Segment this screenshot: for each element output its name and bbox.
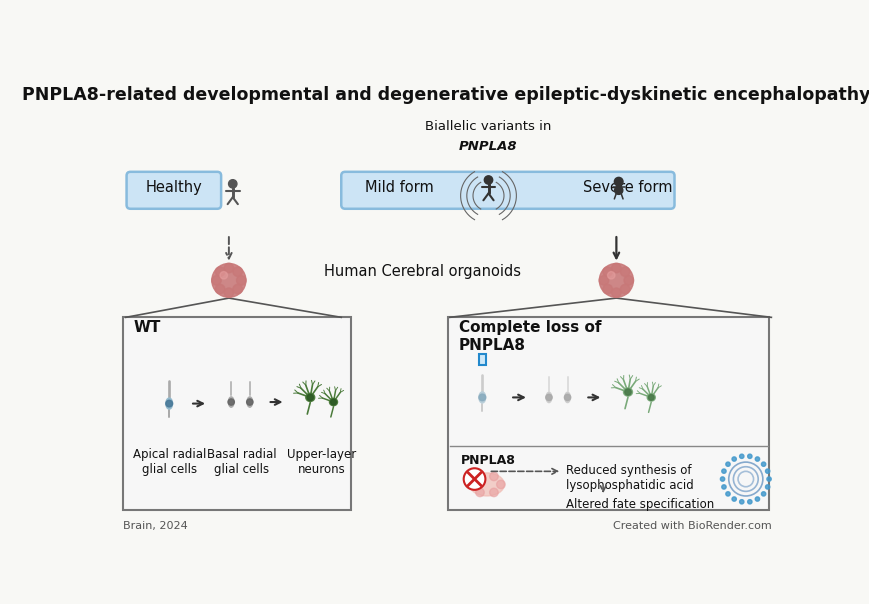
Circle shape: [479, 394, 485, 400]
Circle shape: [484, 176, 492, 184]
Text: Altered fate specification: Altered fate specification: [566, 498, 713, 510]
Ellipse shape: [469, 473, 504, 496]
Circle shape: [614, 178, 622, 186]
Ellipse shape: [623, 388, 632, 396]
Circle shape: [545, 394, 552, 400]
Circle shape: [211, 275, 221, 285]
Circle shape: [731, 497, 735, 501]
Ellipse shape: [305, 393, 315, 402]
Ellipse shape: [614, 186, 622, 194]
Circle shape: [607, 272, 614, 279]
Circle shape: [746, 454, 751, 458]
Circle shape: [564, 394, 570, 400]
Circle shape: [624, 389, 630, 395]
Circle shape: [754, 497, 759, 501]
FancyBboxPatch shape: [126, 172, 221, 209]
Text: Upper-layer
neurons: Upper-layer neurons: [287, 448, 356, 476]
Circle shape: [647, 394, 653, 400]
Circle shape: [475, 488, 484, 496]
Ellipse shape: [329, 399, 337, 406]
Text: Created with BioRender.com: Created with BioRender.com: [612, 521, 771, 532]
Circle shape: [720, 477, 724, 481]
Ellipse shape: [247, 397, 252, 407]
Circle shape: [620, 284, 629, 294]
Circle shape: [611, 288, 620, 297]
Circle shape: [220, 272, 228, 279]
Text: Basal radial
glial cells: Basal radial glial cells: [207, 448, 276, 476]
Text: Healthy: Healthy: [145, 181, 202, 196]
Circle shape: [731, 457, 735, 461]
Circle shape: [468, 480, 477, 489]
Text: PNPLA8: PNPLA8: [459, 140, 517, 153]
Circle shape: [739, 454, 743, 458]
FancyBboxPatch shape: [341, 172, 673, 209]
Circle shape: [754, 457, 759, 461]
Circle shape: [611, 263, 620, 273]
Circle shape: [602, 267, 612, 277]
Circle shape: [620, 267, 629, 277]
Circle shape: [725, 492, 729, 496]
Circle shape: [602, 284, 612, 294]
Circle shape: [489, 472, 498, 481]
Bar: [479, 355, 486, 365]
Circle shape: [760, 462, 765, 466]
Circle shape: [765, 485, 769, 489]
Circle shape: [224, 263, 234, 273]
Circle shape: [236, 275, 246, 285]
Circle shape: [475, 472, 484, 481]
Ellipse shape: [166, 398, 172, 409]
Ellipse shape: [546, 392, 551, 403]
Text: PNPLA8: PNPLA8: [461, 454, 515, 467]
Text: Human Cerebral organoids: Human Cerebral organoids: [324, 263, 521, 278]
Circle shape: [766, 477, 770, 481]
Circle shape: [599, 263, 633, 297]
Circle shape: [599, 275, 608, 285]
Circle shape: [229, 179, 236, 188]
Circle shape: [746, 500, 751, 504]
Text: Severe form: Severe form: [582, 181, 672, 196]
Circle shape: [721, 469, 726, 474]
Circle shape: [330, 399, 336, 405]
Circle shape: [760, 492, 765, 496]
Text: Reduced synthesis of
lysophosphatidic acid: Reduced synthesis of lysophosphatidic ac…: [566, 464, 693, 492]
Text: Apical radial
glial cells: Apical radial glial cells: [132, 448, 206, 476]
Circle shape: [725, 462, 729, 466]
Circle shape: [216, 284, 224, 294]
Circle shape: [233, 267, 242, 277]
Circle shape: [211, 263, 246, 297]
Circle shape: [463, 468, 485, 490]
Circle shape: [224, 288, 234, 297]
Text: Brain, 2024: Brain, 2024: [123, 521, 187, 532]
Circle shape: [233, 284, 242, 294]
Circle shape: [739, 500, 743, 504]
Text: Complete loss of
PNPLA8: Complete loss of PNPLA8: [459, 320, 600, 353]
Circle shape: [246, 399, 253, 405]
Circle shape: [216, 267, 224, 277]
Circle shape: [166, 400, 172, 407]
Circle shape: [489, 488, 498, 496]
Text: Biallelic variants in: Biallelic variants in: [425, 120, 551, 133]
FancyBboxPatch shape: [123, 317, 351, 510]
Ellipse shape: [564, 392, 570, 403]
Ellipse shape: [229, 397, 234, 407]
Circle shape: [721, 485, 726, 489]
Text: Mild form: Mild form: [365, 181, 434, 196]
Circle shape: [765, 469, 769, 474]
FancyBboxPatch shape: [448, 317, 768, 510]
Circle shape: [228, 399, 234, 405]
Ellipse shape: [479, 392, 485, 403]
Text: WT: WT: [134, 320, 161, 335]
Circle shape: [623, 275, 633, 285]
Circle shape: [307, 394, 313, 400]
Ellipse shape: [647, 394, 654, 401]
Circle shape: [496, 480, 505, 489]
Text: PNPLA8-related developmental and degenerative epileptic-dyskinetic encephalopath: PNPLA8-related developmental and degener…: [22, 86, 869, 104]
